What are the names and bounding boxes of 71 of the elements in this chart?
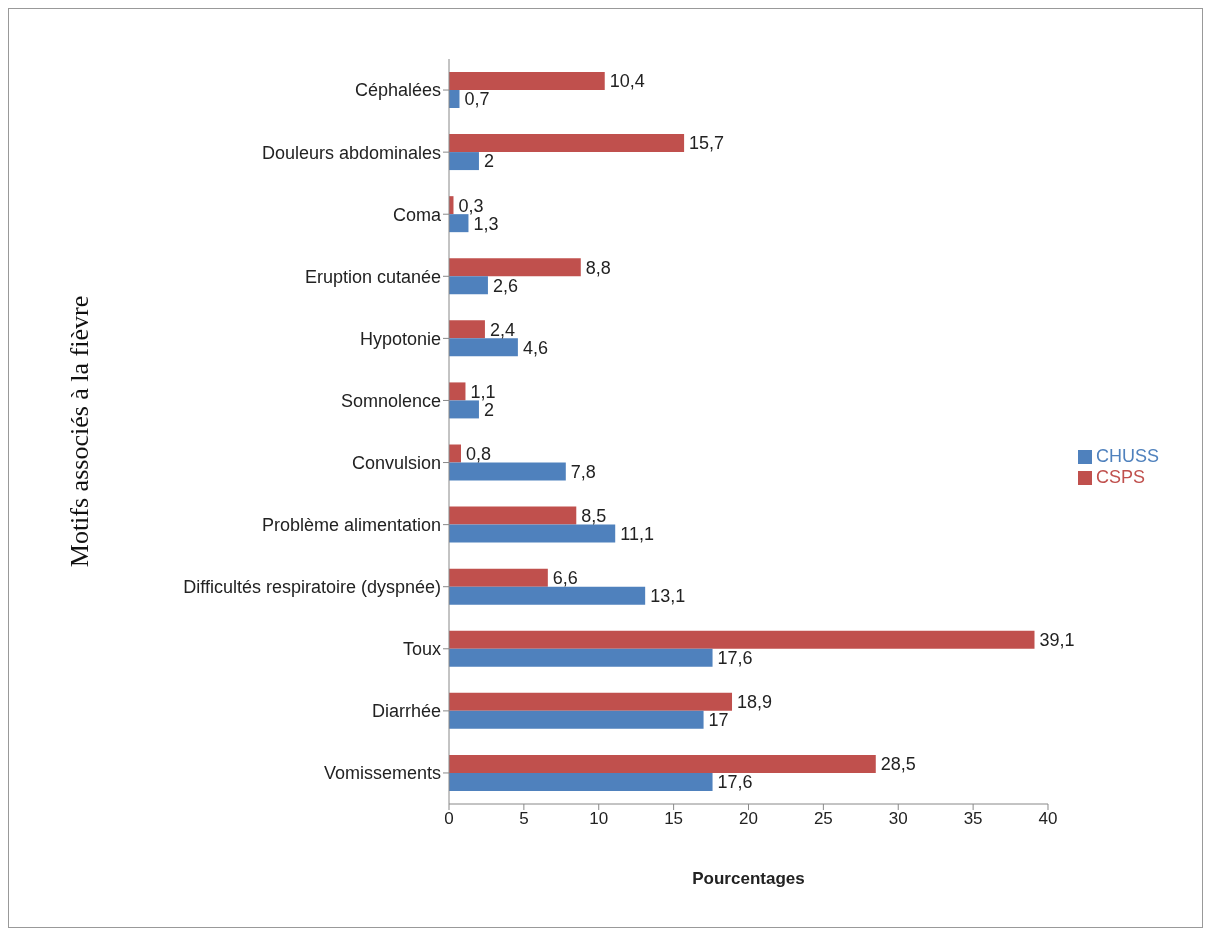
data-label: 15,7 (689, 133, 725, 154)
legend-label: CHUSS (1095, 445, 1159, 466)
x-axis-title: Pourcentages (692, 869, 805, 888)
legend-label: CSPS (1095, 466, 1146, 487)
y-tick-label: Diarrhée (371, 701, 441, 722)
data-label: 13,1 (650, 586, 686, 607)
y-axis-title: Motifs associés à la fièvre (65, 295, 95, 568)
bar (449, 524, 616, 543)
bar (449, 444, 461, 463)
bar (449, 320, 485, 339)
bar (449, 72, 605, 90)
data-label: 1,1 (470, 381, 496, 402)
bar (449, 506, 577, 525)
y-tick-label: Somnolence (340, 390, 441, 411)
x-tick-label: 20 (739, 809, 758, 829)
bar (449, 214, 469, 233)
bar (449, 400, 479, 419)
data-label: 8,8 (585, 257, 611, 278)
x-tick-label: 25 (813, 809, 833, 829)
y-tick-label: Douleurs abdominales (261, 142, 441, 163)
bar (449, 568, 548, 587)
data-label: 1,3 (473, 213, 499, 234)
bar (449, 586, 646, 605)
bar (449, 754, 876, 773)
y-tick-label: Toux (402, 639, 441, 660)
data-label: 39,1 (1039, 630, 1075, 651)
bar (449, 692, 733, 711)
bar (449, 648, 713, 667)
y-tick-label: Eruption cutanée (304, 266, 441, 287)
data-label: 10,4 (609, 71, 645, 92)
data-label: 8,5 (581, 505, 607, 526)
bar (449, 630, 1035, 649)
bar (449, 772, 713, 791)
data-label: 2 (483, 399, 494, 420)
x-tick-label: 30 (888, 809, 908, 829)
bar (449, 276, 488, 295)
y-tick-label: Hypotonie (359, 328, 441, 349)
y-tick-label: Problème alimentation (261, 515, 441, 536)
data-label: 2,4 (489, 319, 515, 340)
data-label: 2 (483, 151, 494, 172)
data-label: 17 (708, 710, 729, 731)
x-tick-label: 10 (589, 809, 609, 829)
data-label: 6,6 (552, 568, 578, 589)
bar (449, 152, 479, 171)
y-tick-label: Difficultés respiratoire (dyspnée) (183, 577, 441, 598)
data-label: 0,3 (458, 195, 484, 216)
bar (449, 382, 466, 401)
data-label: 17,6 (717, 648, 753, 669)
data-label: 7,8 (570, 461, 596, 482)
data-label: 18,9 (737, 692, 773, 713)
data-label: 4,6 (522, 337, 548, 358)
x-tick-label: 15 (664, 809, 684, 829)
bar (449, 134, 685, 153)
x-tick-label: 0 (444, 809, 454, 829)
x-tick-label: 40 (1038, 809, 1058, 829)
data-label: 0,7 (464, 89, 490, 110)
data-label: 11,1 (620, 523, 654, 544)
bar (449, 710, 704, 729)
data-label: 0,8 (465, 443, 492, 464)
data-label: 2,6 (492, 275, 518, 296)
y-tick-label: Coma (392, 204, 442, 225)
bar (449, 462, 566, 481)
y-tick-label: Vomissements (323, 763, 441, 784)
y-tick-label: Convulsion (351, 452, 441, 473)
bar (449, 338, 518, 357)
x-tick-label: 35 (963, 809, 983, 829)
y-tick-label: Céphalées (354, 80, 441, 101)
data-label: 17,6 (717, 772, 753, 793)
x-tick-label: 5 (519, 809, 529, 829)
data-label: 28,5 (880, 754, 916, 775)
bar (449, 258, 581, 277)
